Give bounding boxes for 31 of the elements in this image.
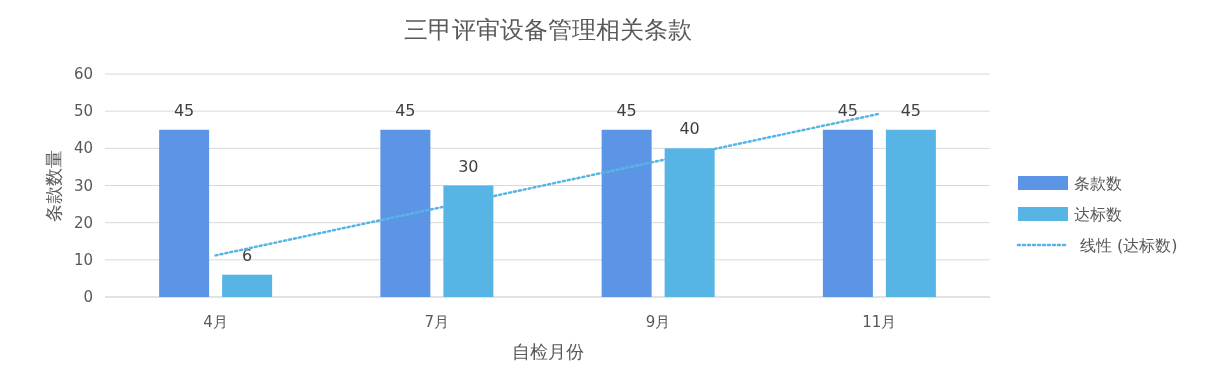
legend-label: 达标数 xyxy=(1074,205,1122,224)
y-tick-label: 20 xyxy=(73,213,93,232)
data-label: 45 xyxy=(395,100,416,120)
chart-title: 三甲评审设备管理相关条款 xyxy=(403,16,692,44)
y-tick-label: 60 xyxy=(73,65,93,83)
bar xyxy=(601,129,652,297)
bar xyxy=(159,129,210,297)
x-tick-label: 9月 xyxy=(645,313,671,331)
y-axis-title: 条款数量 xyxy=(43,149,64,222)
y-tick-label: 50 xyxy=(73,102,93,121)
y-tick-label: 10 xyxy=(73,250,93,269)
y-tick-label: 30 xyxy=(73,176,93,195)
legend-label: 条款数 xyxy=(1074,174,1122,193)
x-axis-title: 自检月份 xyxy=(511,341,584,362)
y-tick-label: 40 xyxy=(73,139,93,158)
bar xyxy=(380,129,431,297)
bar xyxy=(222,274,273,297)
data-label: 6 xyxy=(242,245,253,265)
x-tick-label: 7月 xyxy=(424,313,450,331)
data-label: 30 xyxy=(458,156,479,176)
bar xyxy=(822,129,873,297)
data-label: 45 xyxy=(173,100,195,120)
bar xyxy=(885,129,936,297)
x-tick-label: 4月 xyxy=(203,313,228,331)
x-tick-label: 11月 xyxy=(862,313,897,331)
data-label: 45 xyxy=(900,100,922,120)
data-label: 45 xyxy=(616,100,637,120)
legend-label: 线性 (达标数) xyxy=(1080,236,1178,255)
data-label: 45 xyxy=(837,100,859,120)
data-label: 40 xyxy=(679,119,700,139)
y-tick-label: 0 xyxy=(83,288,93,306)
